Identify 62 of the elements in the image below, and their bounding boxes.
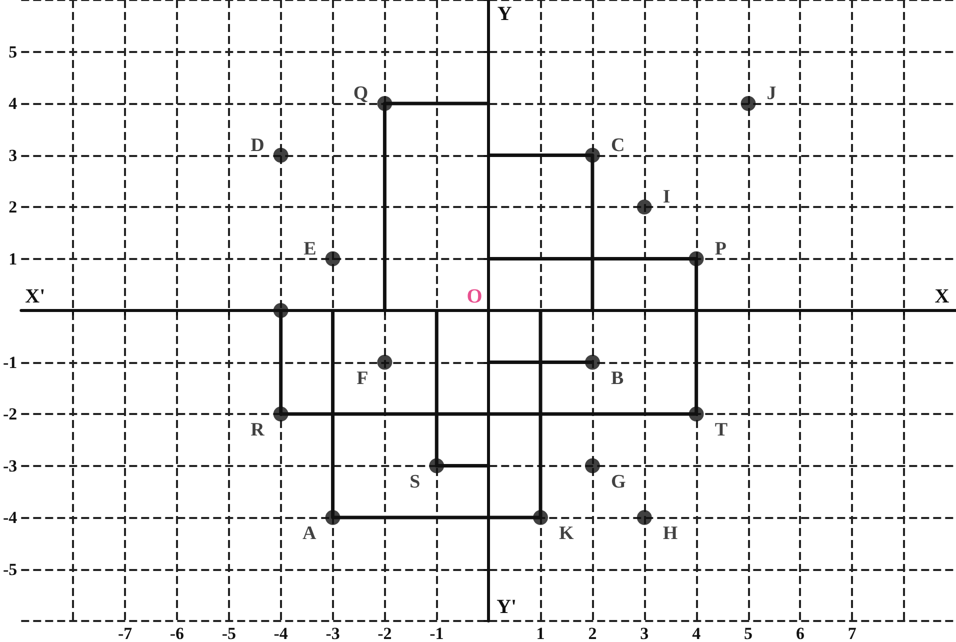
x-tick-label: -7 [118,624,133,642]
annotation: O [466,286,482,308]
point [533,510,548,525]
y-tick-label: -2 [2,404,18,424]
x-tick-label: -3 [326,624,340,642]
point [377,96,392,111]
annotation: Y' [496,596,517,618]
data-label: B [610,368,624,389]
point [325,251,340,266]
point [636,510,652,525]
point [273,148,288,163]
data-label: P [714,238,727,260]
data-label: G [610,471,626,492]
data-label: I [662,186,670,208]
data-label: Q [353,83,368,104]
y-tick-label: 5 [8,42,18,62]
point [584,148,600,163]
data-label: K [559,523,574,544]
y-tick-label: -3 [2,456,18,476]
y-tick-label: 4 [8,94,18,113]
point [273,406,288,422]
x-tick-label: 4 [692,624,702,642]
point [429,458,444,474]
point [584,458,600,474]
x-tick-label: -6 [170,624,184,642]
x-tick-label: -4 [274,624,288,642]
y-tick-label: 3 [8,146,18,165]
data-label: F [356,368,368,389]
y-tick-label: -5 [2,560,18,579]
x-tick-label: -1 [430,624,444,642]
x-tick-label: 5 [744,624,753,642]
data-label: R [250,420,265,440]
data-label: S [410,471,420,492]
point [273,303,288,318]
data-label: A [302,523,317,544]
annotation: Y [497,3,512,25]
point [584,354,600,370]
data-label: D [250,134,264,156]
x-tick-label: 3 [640,624,649,642]
annotation: X [934,286,950,308]
y-tick-label: -1 [2,352,18,372]
y-tick-label: -4 [2,508,18,527]
x-tick-label: 7 [848,624,857,642]
point [688,251,704,266]
data-label: J [766,83,776,104]
x-tick-label: -5 [222,624,236,642]
point [325,510,340,525]
x-tick-label: 6 [796,624,804,642]
annotation: X' [25,286,46,308]
x-tick-label: 2 [588,624,597,642]
point [377,354,392,370]
data-label: T [714,420,728,440]
y-tick-label: 1 [8,249,18,268]
data-label: C [610,134,625,156]
x-tick-label: 1 [536,624,545,642]
point [636,200,652,214]
data-label: E [304,238,316,260]
point [740,96,756,111]
y-tick-label: 2 [8,198,18,216]
data-label: H [662,523,678,544]
x-tick-label: -2 [378,624,392,642]
point [688,406,704,422]
